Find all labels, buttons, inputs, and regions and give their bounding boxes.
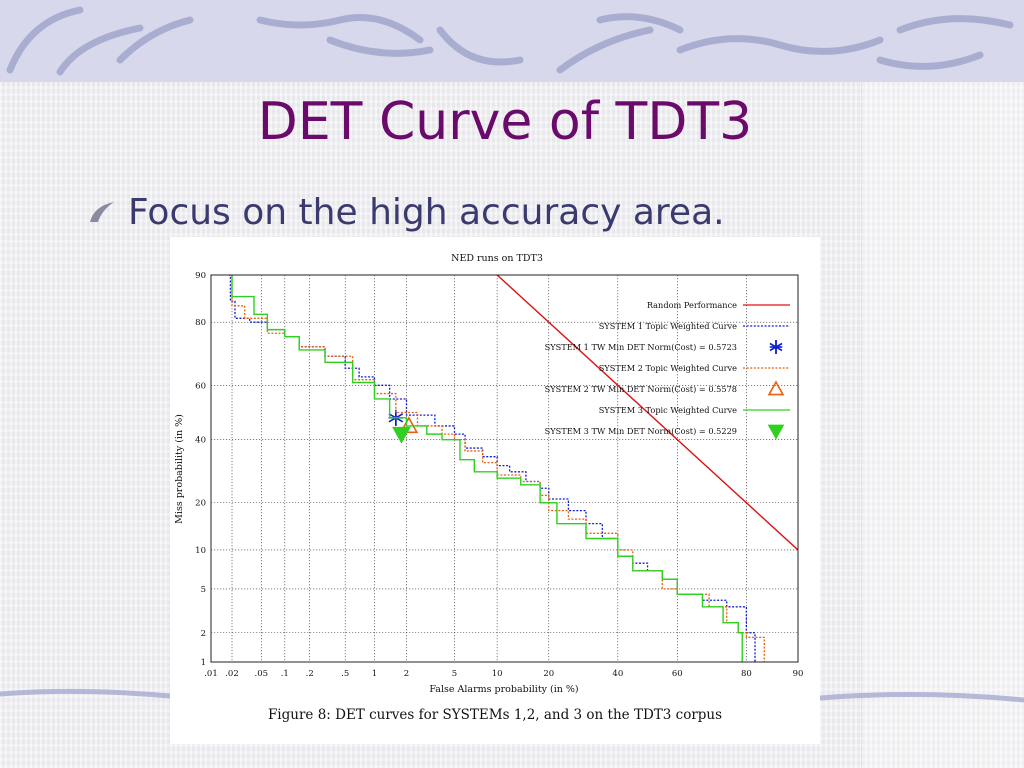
- chart-grid: [211, 275, 798, 662]
- chart-legend: Random Performance SYSTEM 1 Topic Weighte…: [545, 300, 790, 440]
- decorative-top-band: [0, 0, 1024, 82]
- x-tick-label: 10: [492, 669, 503, 679]
- chart-title: NED runs on TDT3: [451, 253, 543, 264]
- det-chart: NED runs on TDT3 .01 .02 .05 .1 .2 .5 1 2 5 10 20 4…: [174, 253, 803, 695]
- legend-label: SYSTEM 1 TW Min DET Norm(Cost) = 0.5723: [545, 342, 737, 352]
- series-line: [496, 275, 798, 551]
- legend-label: SYSTEM 3 Topic Weighted Curve: [599, 405, 737, 415]
- legend-label: SYSTEM 2 TW Min DET Norm(Cost) = 0.5578: [545, 384, 737, 394]
- bullet-text: Focus on the high accuracy area.: [128, 192, 725, 233]
- x-tick-label: 40: [612, 669, 623, 679]
- chart-ticks: .01 .02 .05 .1 .2 .5 1 2 5 10 20 40 60 80 90 1 2 5 10 20 40 6…: [195, 271, 803, 679]
- chart-series: [228, 275, 798, 662]
- y-tick-label: 80: [195, 318, 206, 328]
- x-tick-label: .02: [225, 669, 239, 679]
- det-figure: NED runs on TDT3 .01 .02 .05 .1 .2 .5 1 2 5 10 20 4…: [170, 237, 820, 744]
- x-tick-label: .2: [306, 669, 314, 679]
- y-tick-label: 1: [201, 658, 206, 668]
- y-tick-label: 40: [195, 436, 206, 446]
- series-line: [228, 275, 756, 662]
- min-cost-marker: [392, 426, 411, 444]
- decorative-swirl-pattern: [6, 6, 1014, 76]
- y-axis-label: Miss probability (in %): [174, 414, 185, 524]
- x-tick-label: 1: [372, 669, 377, 679]
- decorative-right-band: [861, 82, 1024, 768]
- legend-label: SYSTEM 1 Topic Weighted Curve: [599, 321, 737, 331]
- x-tick-label: 90: [793, 669, 804, 679]
- x-tick-label: 2: [404, 669, 409, 679]
- figure-caption: Figure 8: DET curves for SYSTEMs 1,2, an…: [267, 707, 723, 723]
- x-tick-label: .1: [281, 669, 289, 679]
- y-tick-label: 90: [195, 271, 206, 281]
- y-tick-label: 20: [195, 499, 206, 509]
- legend-label: SYSTEM 3 TW Min DET Norm(Cost) = 0.5229: [545, 426, 737, 436]
- x-axis-label: False Alarms probability (in %): [429, 684, 578, 695]
- legend-label: SYSTEM 2 Topic Weighted Curve: [599, 363, 737, 373]
- series-line: [228, 275, 765, 662]
- x-tick-label: 5: [452, 669, 457, 679]
- y-tick-label: 5: [201, 585, 206, 595]
- slide-title: DET Curve of TDT3: [257, 92, 753, 152]
- x-tick-label: 80: [741, 669, 752, 679]
- legend-marker: [767, 424, 785, 440]
- y-tick-label: 10: [195, 546, 206, 556]
- legend-label: Random Performance: [647, 300, 737, 310]
- legend-marker: [769, 340, 783, 354]
- x-tick-label: .01: [204, 669, 218, 679]
- x-tick-label: .05: [255, 669, 269, 679]
- y-tick-label: 60: [195, 381, 206, 391]
- plot-frame: [210, 274, 799, 663]
- x-tick-label: 60: [672, 669, 683, 679]
- series-line: [228, 275, 743, 662]
- x-tick-label: .5: [341, 669, 349, 679]
- y-tick-label: 2: [201, 629, 206, 639]
- x-tick-label: 20: [543, 669, 554, 679]
- legend-marker: [767, 380, 785, 396]
- bullet-swoosh-icon: [90, 202, 114, 222]
- min-cost-marker: [399, 416, 419, 434]
- decorative-bottom-swirl: [0, 688, 1024, 703]
